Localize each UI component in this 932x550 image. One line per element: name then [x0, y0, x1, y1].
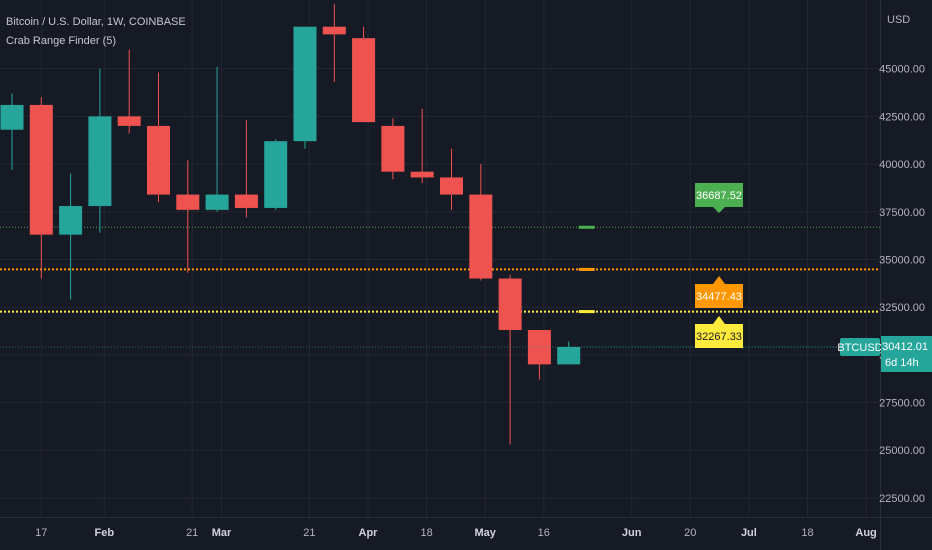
level-label-high[interactable]: 36687.52 [695, 183, 743, 213]
candle-body[interactable] [498, 278, 522, 331]
candle[interactable] [440, 148, 463, 210]
x-tick-label: Jul [741, 527, 757, 539]
y-tick-label: 40000.00 [879, 159, 925, 171]
candle[interactable] [29, 97, 53, 279]
indicator-title[interactable]: Crab Range Finder (5) [6, 35, 117, 47]
candle-body[interactable] [527, 330, 551, 365]
countdown-label: 6d 14h [885, 357, 919, 369]
y-tick-label: 37500.00 [879, 207, 925, 219]
candle-body[interactable] [0, 104, 24, 130]
y-tick-label: 35000.00 [879, 254, 925, 266]
candle[interactable] [469, 164, 493, 281]
range-level-marker [578, 225, 595, 229]
candle-body[interactable] [205, 194, 229, 210]
candle-body[interactable] [322, 26, 346, 35]
candle[interactable] [322, 3, 346, 83]
x-tick-label: 16 [538, 527, 550, 539]
candle[interactable] [59, 173, 83, 300]
last-price-line: BTCUSD [0, 337, 883, 356]
candle[interactable] [498, 274, 522, 445]
candle-body[interactable] [29, 104, 53, 235]
callout-label: 32267.33 [696, 331, 742, 343]
x-tick-label: Jun [622, 527, 642, 539]
last-price-value: 30412.01 [882, 341, 928, 353]
callout-shape [695, 276, 743, 308]
candle-body[interactable] [147, 125, 170, 195]
range-levels [0, 225, 880, 314]
y-tick-label: 22500.00 [879, 493, 925, 505]
candle[interactable] [117, 49, 141, 134]
candle-body[interactable] [176, 194, 200, 210]
y-tick-label: 27500.00 [879, 398, 925, 410]
candle-body[interactable] [234, 194, 258, 208]
range-level-marker [578, 267, 595, 271]
candle[interactable] [381, 118, 405, 180]
x-tick-label: 21 [303, 527, 315, 539]
symbol-title[interactable]: Bitcoin / U.S. Dollar, 1W, COINBASE [6, 16, 186, 28]
candle-body[interactable] [293, 26, 317, 142]
candle[interactable] [410, 108, 434, 184]
level-label-mid[interactable]: 34477.43 [695, 276, 743, 308]
x-tick-label: 20 [684, 527, 696, 539]
x-tick-label: 21 [186, 527, 198, 539]
candle[interactable] [352, 26, 376, 123]
candle-body[interactable] [469, 194, 493, 279]
last-price-tag[interactable] [881, 335, 932, 372]
candle-body[interactable] [59, 206, 83, 235]
y-axis-unit: USD [887, 14, 910, 26]
candle[interactable] [264, 139, 288, 210]
level-labels: 36687.52 34477.43 32267.33 [695, 183, 743, 348]
candle[interactable] [176, 160, 200, 273]
candle-body[interactable] [440, 177, 463, 195]
candle[interactable] [147, 72, 170, 203]
candle[interactable] [293, 26, 317, 149]
y-tick-label: 25000.00 [879, 445, 925, 457]
candle-body[interactable] [264, 141, 288, 208]
candle-body[interactable] [117, 116, 141, 126]
x-tick-label: 17 [35, 527, 47, 539]
y-tick-label: 32500.00 [879, 302, 925, 314]
symbol-tag[interactable] [840, 337, 880, 356]
candle[interactable] [205, 66, 229, 212]
x-tick-label: Apr [359, 527, 379, 539]
x-tick-label: May [474, 527, 496, 539]
level-label-low[interactable]: 32267.33 [695, 316, 743, 348]
x-tick-label: 18 [420, 527, 432, 539]
candle[interactable] [234, 120, 258, 218]
time-axis[interactable]: 17 Feb 21 Mar 21 Apr 18 May 16 Jun 20 Jul 18 Aug [35, 527, 877, 539]
candle-body[interactable] [352, 38, 376, 123]
price-axis[interactable]: 22500.0025000.0027500.0030000.0032500.00… [879, 14, 932, 505]
callout-label: 34477.43 [696, 291, 742, 303]
chart-legend: Bitcoin / U.S. Dollar, 1W, COINBASE Crab… [6, 13, 186, 51]
candle-body[interactable] [557, 346, 581, 365]
candle[interactable] [557, 341, 581, 365]
candles[interactable] [0, 3, 581, 445]
symbol-tag-label: BTCUSD [837, 342, 882, 354]
callout-shape [695, 183, 743, 213]
callout-label: 36687.52 [696, 190, 742, 202]
candle[interactable] [0, 93, 24, 170]
x-tick-label: Aug [855, 527, 876, 539]
y-tick-label: 45000.00 [879, 64, 925, 76]
range-level-marker [578, 310, 595, 314]
candle-body[interactable] [88, 116, 112, 207]
candle-body[interactable] [381, 125, 405, 172]
candle[interactable] [527, 330, 551, 380]
y-tick-label: 42500.00 [879, 111, 925, 123]
candle[interactable] [88, 68, 112, 233]
x-tick-label: 18 [801, 527, 813, 539]
callout-shape [695, 316, 743, 348]
x-tick-label: Feb [95, 527, 115, 539]
x-tick-label: Mar [212, 527, 232, 539]
candle-body[interactable] [410, 171, 434, 178]
